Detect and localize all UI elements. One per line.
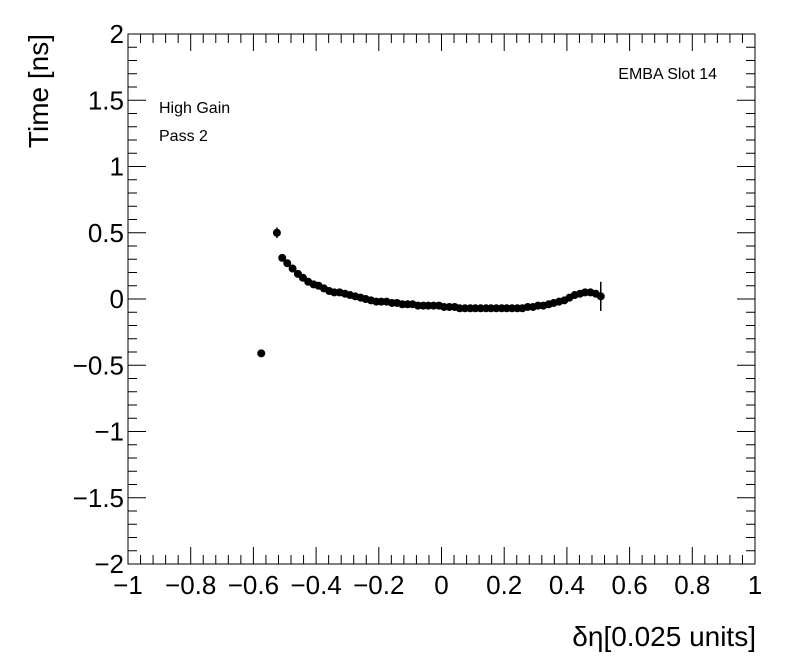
data-point [283, 259, 292, 268]
y-tick-label: 0.5 [88, 218, 124, 248]
data-points [257, 227, 605, 358]
y-tick-label: 1.5 [88, 85, 124, 115]
x-tick-label: 1 [748, 570, 762, 600]
annotation-gain: High Gain [159, 100, 230, 117]
y-tick-label: 0 [110, 284, 124, 314]
x-tick-label: −0.4 [290, 570, 341, 600]
x-tick-label: 0.4 [549, 570, 585, 600]
x-tick-label: −0.2 [353, 570, 404, 600]
y-axis-title: Time [ns] [23, 34, 54, 148]
point-marker [288, 264, 297, 273]
y-tick-label: −1 [94, 417, 124, 447]
x-tick-label: 0 [434, 570, 448, 600]
x-tick-label: 0.2 [486, 570, 522, 600]
data-point [596, 281, 605, 311]
y-tick-label: −1.5 [73, 483, 124, 513]
x-tick-labels: −1 −0.8 −0.6 −0.4 −0.2 0 0.2 0.4 0.6 0.8 1 [113, 570, 762, 600]
point-marker [283, 259, 292, 268]
annotation-pass: Pass 2 [159, 128, 208, 145]
x-tick-label: −0.6 [228, 570, 279, 600]
data-point [278, 253, 287, 262]
point-marker [272, 228, 281, 237]
point-marker [596, 292, 605, 301]
y-tick-label: 1 [110, 152, 124, 182]
x-tick-label: −1 [113, 570, 143, 600]
x-tick-label: 0.8 [674, 570, 710, 600]
y-tick-labels: −2 −1.5 −1 −0.5 0 0.5 1 1.5 2 [73, 19, 124, 579]
point-marker [278, 253, 287, 262]
y-tick-label: −2 [94, 549, 124, 579]
data-point [272, 227, 281, 239]
x-tick-label: 0.6 [612, 570, 648, 600]
y-tick-label: −0.5 [73, 350, 124, 380]
annotation-slot: EMBA Slot 14 [618, 66, 717, 83]
x-tick-label: −0.8 [165, 570, 216, 600]
data-point [288, 264, 297, 273]
point-marker [257, 349, 266, 358]
y-tick-label: 2 [110, 19, 124, 49]
data-point [257, 349, 266, 358]
x-axis-title: δη[0.025 units] [572, 621, 756, 652]
axis-ticks [127, 33, 756, 565]
